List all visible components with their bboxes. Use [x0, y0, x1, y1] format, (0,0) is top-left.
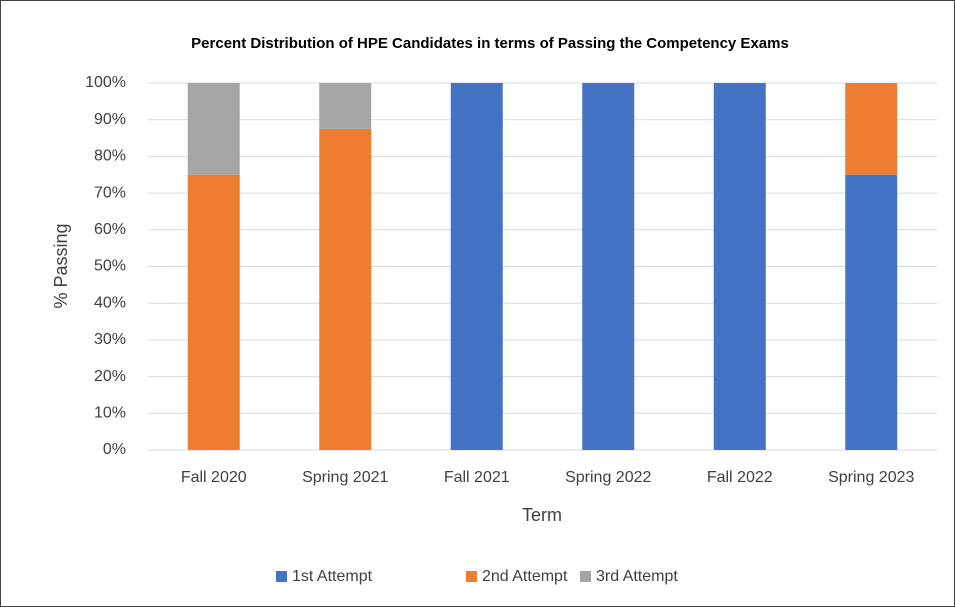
y-tick-label: 50% — [94, 258, 126, 275]
y-tick-label: 0% — [103, 441, 126, 458]
x-tick-label: Fall 2021 — [444, 469, 510, 486]
bar-segment — [450, 83, 503, 450]
legend-label: 3rd Attempt — [596, 568, 678, 585]
x-tick-label: Spring 2021 — [302, 469, 388, 486]
y-tick-label: 80% — [94, 148, 126, 165]
x-tick-label: Spring 2023 — [828, 469, 914, 486]
y-tick-label: 40% — [94, 294, 126, 311]
bar-segment — [713, 83, 766, 450]
x-tick-label: Spring 2022 — [565, 469, 651, 486]
legend-label: 1st Attempt — [292, 568, 373, 585]
legend-swatch — [580, 571, 591, 582]
bar-segment — [187, 174, 240, 450]
bar-segment — [582, 83, 635, 450]
y-tick-label: 20% — [94, 368, 126, 385]
bar-segment — [187, 83, 240, 175]
legend-swatch — [276, 571, 287, 582]
y-tick-label: 10% — [94, 405, 126, 422]
chart-title: Percent Distribution of HPE Candidates i… — [191, 35, 789, 52]
y-tick-label: 100% — [85, 74, 126, 91]
y-tick-label: 70% — [94, 184, 126, 201]
bar-segment — [845, 83, 898, 175]
x-tick-label: Fall 2022 — [707, 469, 773, 486]
bar-segment — [319, 128, 372, 450]
y-tick-label: 60% — [94, 221, 126, 238]
y-tick-label: 30% — [94, 331, 126, 348]
x-axis-label: Term — [522, 505, 562, 525]
bar-segment — [319, 83, 372, 129]
y-axis-label: % Passing — [51, 223, 71, 308]
x-tick-label: Fall 2020 — [181, 469, 247, 486]
legend-label: 2nd Attempt — [482, 568, 568, 585]
legend-swatch — [466, 571, 477, 582]
y-tick-label: 90% — [94, 111, 126, 128]
bar-segment — [845, 174, 898, 450]
